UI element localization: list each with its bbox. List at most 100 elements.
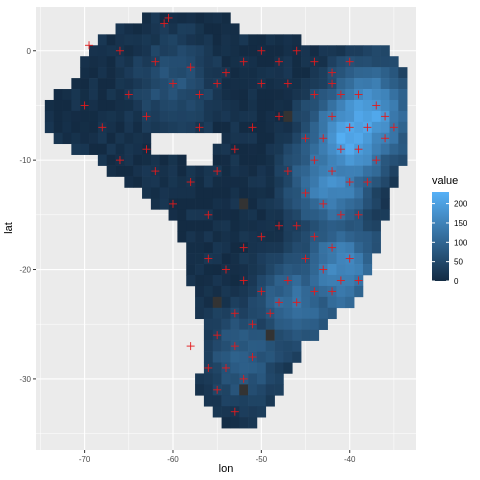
heatmap-cell [204,23,213,34]
heatmap-cell [389,111,398,122]
heatmap-cell [257,187,266,198]
heatmap-cell [354,187,363,198]
heatmap-cell [204,384,213,395]
heatmap-cell [363,264,372,275]
heatmap-cell [222,253,231,264]
heatmap-cell [195,34,204,45]
heatmap-cell [354,78,363,89]
heatmap-cell [204,341,213,352]
heatmap-cell [124,122,133,133]
heatmap-cell [354,198,363,209]
heatmap-cell [248,275,257,286]
heatmap-cell [381,56,390,67]
heatmap-cell [116,89,125,100]
heatmap-cell [222,34,231,45]
heatmap-cell [195,100,204,111]
heatmap-cell [354,122,363,133]
heatmap-cell [328,198,337,209]
heatmap-cell [195,209,204,220]
heatmap-cell [292,253,301,264]
heatmap-cell [151,89,160,100]
heatmap-cell [248,286,257,297]
heatmap-cell [124,166,133,177]
heatmap-cell [292,341,301,352]
heatmap-cell [292,275,301,286]
heatmap-cell [310,78,319,89]
heatmap-cell [222,319,231,330]
heatmap-cell [186,242,195,253]
heatmap-cell [336,187,345,198]
heatmap-cell [283,330,292,341]
heatmap-cell [266,177,275,188]
heatmap-cell [257,100,266,111]
heatmap-cell [45,100,54,111]
heatmap-cell [248,133,257,144]
heatmap-cell [98,89,107,100]
heatmap-cell [160,177,169,188]
heatmap-cell [204,122,213,133]
heatmap-cell [257,155,266,166]
heatmap-cell [63,133,72,144]
heatmap-cell [275,373,284,384]
heatmap-cell [204,308,213,319]
heatmap-cell [336,67,345,78]
heatmap-cell [363,166,372,177]
heatmap-cell [213,253,222,264]
heatmap-cell [177,89,186,100]
heatmap-cell [328,220,337,231]
heatmap-cell [80,144,89,155]
heatmap-cell [186,122,195,133]
y-tick-label: 0 [27,47,32,56]
heatmap-cell [213,275,222,286]
heatmap-cell [107,144,116,155]
heatmap-cell [213,187,222,198]
heatmap-cell [301,177,310,188]
heatmap-cell [389,100,398,111]
heatmap-cell [195,78,204,89]
heatmap-cell [230,362,239,373]
heatmap-cell [345,275,354,286]
heatmap-cell [266,220,275,231]
heatmap-cell [257,395,266,406]
heatmap-cell [310,100,319,111]
heatmap-cell [328,45,337,56]
heatmap-cell [257,122,266,133]
heatmap-cell [230,133,239,144]
heatmap-cell [283,67,292,78]
heatmap-cell [354,242,363,253]
heatmap-cell [336,111,345,122]
heatmap-cell [275,78,284,89]
heatmap-cell [283,264,292,275]
heatmap-cell [107,56,116,67]
heatmap-cell [133,34,142,45]
heatmap-cell [213,297,222,308]
heatmap-cell [301,209,310,220]
heatmap-cell [222,406,231,417]
heatmap-cell [177,111,186,122]
heatmap-cell [213,23,222,34]
heatmap-cell [107,78,116,89]
heatmap-cell [248,384,257,395]
heatmap-cell [248,144,257,155]
heatmap-cell [195,297,204,308]
heatmap-cell [319,89,328,100]
heatmap-cell [204,220,213,231]
heatmap-cell [177,34,186,45]
heatmap-cell [372,78,381,89]
heatmap-cell [195,275,204,286]
heatmap-cell [213,220,222,231]
heatmap-cell [336,45,345,56]
heatmap-cell [169,187,178,198]
heatmap-cell [266,45,275,56]
heatmap-cell [319,231,328,242]
heatmap-cell [133,67,142,78]
heatmap-cell [142,67,151,78]
heatmap-cell [283,155,292,166]
heatmap-cell [160,89,169,100]
heatmap-cell [222,352,231,363]
heatmap-cell [116,56,125,67]
heatmap-cell [186,275,195,286]
heatmap-cell [363,111,372,122]
heatmap-cell [80,89,89,100]
heatmap-cell [257,253,266,264]
